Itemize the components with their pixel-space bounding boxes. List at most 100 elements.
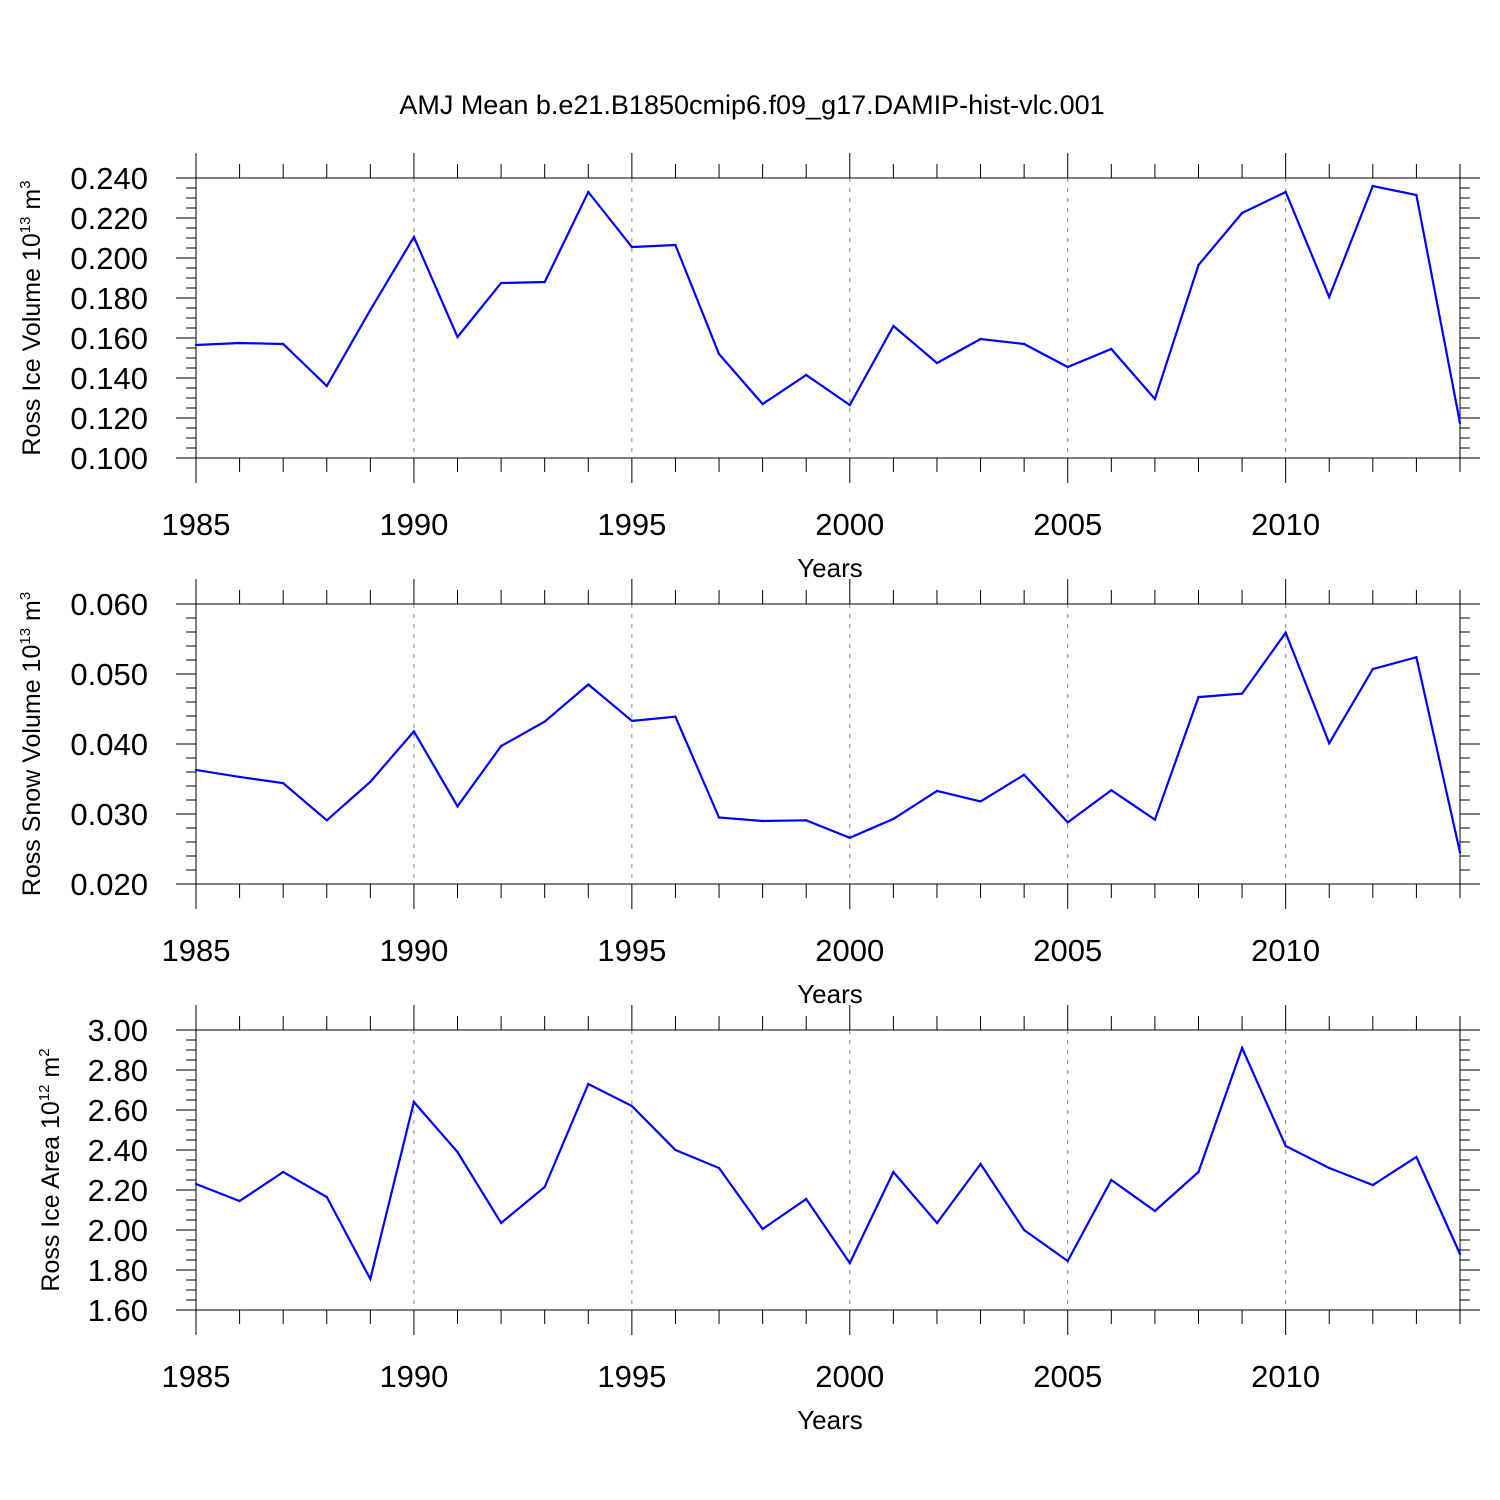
y-tick-label: 0.200 — [70, 241, 148, 276]
data-point — [1284, 631, 1287, 634]
data-point — [1458, 1252, 1462, 1256]
x-tick-label: 1990 — [379, 1359, 448, 1394]
data-point — [1197, 1170, 1200, 1174]
data-point — [1066, 821, 1069, 824]
data-point — [1458, 851, 1462, 854]
x-axis-label: Years — [797, 553, 863, 583]
data-point — [1328, 295, 1331, 299]
data-point — [805, 1197, 808, 1201]
data-point — [761, 819, 764, 823]
y-tick-label: 0.240 — [70, 161, 148, 196]
data-point — [543, 280, 546, 284]
x-tick-label: 2010 — [1251, 933, 1320, 968]
x-tick-label: 2005 — [1033, 507, 1102, 542]
data-point — [1240, 1046, 1244, 1050]
x-tick-label: 1985 — [162, 933, 231, 968]
y-axis-label: Ross Ice Volume 1013 m3 — [17, 180, 46, 455]
data-point — [325, 819, 328, 822]
x-tick-label: 1995 — [597, 933, 666, 968]
y-axis-label: Ross Snow Volume 1013 m3 — [17, 592, 46, 896]
data-point — [1066, 365, 1069, 369]
data-point — [1110, 789, 1113, 792]
ice-area-line — [195, 1045, 1462, 1283]
data-point — [238, 341, 241, 345]
data-point — [325, 384, 328, 388]
x-tick-label: 2005 — [1033, 1359, 1102, 1394]
x-tick-label: 1990 — [379, 933, 448, 968]
data-point — [194, 768, 198, 772]
data-point — [1415, 656, 1418, 659]
data-point — [717, 352, 721, 356]
x-tick-label: 2000 — [815, 1359, 884, 1394]
data-point — [1153, 818, 1157, 821]
data-point — [281, 782, 285, 785]
x-tick-label: 2000 — [815, 507, 884, 542]
data-point — [587, 1082, 590, 1086]
data-point — [892, 1170, 895, 1174]
data-point — [848, 403, 851, 407]
x-tick-label: 2010 — [1251, 507, 1320, 542]
data-point — [1284, 190, 1287, 194]
x-tick-label: 1990 — [379, 507, 448, 542]
data-point — [1153, 397, 1157, 401]
data-point — [1328, 742, 1331, 745]
y-axis-label: Ross Ice Area 1012 m2 — [36, 1048, 65, 1291]
data-point — [935, 789, 939, 793]
data-point — [674, 715, 677, 718]
data-point — [761, 1227, 764, 1231]
data-point — [587, 683, 590, 686]
data-point — [717, 1166, 721, 1170]
plot-frame — [195, 603, 1461, 885]
x-tick-label: 1995 — [597, 507, 666, 542]
x-tick-label: 2010 — [1251, 1359, 1320, 1394]
data-point — [1458, 421, 1462, 425]
data-point — [805, 373, 808, 377]
y-tick-label: 0.180 — [70, 281, 148, 316]
y-tick-label: 3.00 — [88, 1013, 148, 1048]
data-point — [499, 1221, 503, 1225]
data-point — [456, 1150, 459, 1154]
data-point — [1371, 1183, 1375, 1187]
y-tick-label: 0.100 — [70, 441, 148, 476]
ice-volume-line — [195, 184, 1462, 424]
data-point — [1153, 1209, 1157, 1213]
y-tick-label: 0.020 — [70, 867, 148, 902]
snow-volume-line — [195, 630, 1462, 853]
data-point — [979, 800, 982, 803]
data-point — [1022, 1228, 1026, 1232]
data-point — [194, 1182, 198, 1186]
data-point — [979, 1162, 982, 1166]
data-point — [1415, 1155, 1418, 1159]
data-point — [848, 836, 851, 839]
data-point — [369, 308, 372, 312]
data-point — [412, 1100, 416, 1104]
data-point — [761, 402, 764, 406]
data-point — [369, 780, 372, 783]
y-tick-label: 2.80 — [88, 1053, 148, 1088]
plot-frame — [195, 1029, 1461, 1311]
data-point — [587, 190, 590, 194]
data-point — [194, 343, 198, 347]
data-point — [1110, 1178, 1113, 1182]
data-point — [369, 1277, 372, 1281]
x-tick-label: 1985 — [162, 1359, 231, 1394]
x-tick-label: 1985 — [162, 507, 231, 542]
y-tick-label: 2.20 — [88, 1173, 148, 1208]
data-point — [1371, 184, 1375, 188]
data-point — [1110, 347, 1113, 351]
data-point — [1284, 1144, 1287, 1148]
y-tick-label: 2.40 — [88, 1133, 148, 1168]
y-tick-label: 2.00 — [88, 1213, 148, 1248]
data-point — [1066, 1259, 1069, 1263]
data-point — [325, 1195, 328, 1199]
data-point — [499, 281, 503, 285]
data-point — [281, 1170, 285, 1174]
x-axis-label: Years — [797, 979, 863, 1009]
data-point — [630, 1104, 634, 1108]
data-point — [412, 730, 416, 733]
data-point — [630, 719, 634, 723]
data-point — [674, 243, 677, 247]
y-tick-label: 1.80 — [88, 1253, 148, 1288]
data-point — [238, 775, 241, 779]
